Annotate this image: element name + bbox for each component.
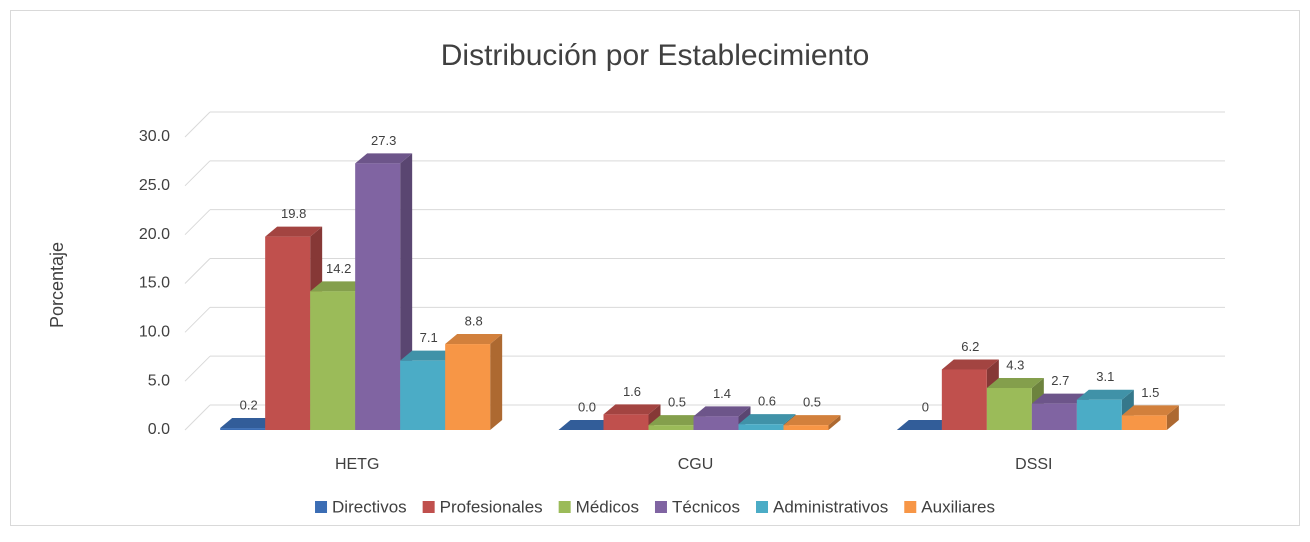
legend-label: Directivos [332,497,407,516]
bar-top [693,406,751,417]
bar-top [355,153,413,164]
y-tick-label: 5.0 [148,372,170,389]
legend-swatch [756,501,769,513]
data-label: 0.0 [578,399,596,414]
bar-side [1166,405,1179,430]
bar-top [648,415,706,426]
data-label: 1.4 [713,386,731,401]
bar [265,236,311,430]
legend-label: Auxiliares [921,497,995,516]
bar-top [1076,389,1134,400]
data-label: 0 [922,399,929,414]
data-label: 4.3 [1006,357,1024,372]
bar-top [986,378,1044,389]
chart-border [10,10,1300,526]
data-label: 0.2 [240,397,258,412]
bar [693,416,739,430]
data-label: 1.6 [623,384,641,399]
bar-top [265,226,323,237]
grid-line [184,160,211,187]
y-axis-label: Porcentaje [47,242,67,328]
x-tick-label: CGU [678,456,714,473]
legend-swatch [422,501,435,513]
y-tick-label: 25.0 [139,177,170,194]
bar [648,425,694,430]
grid-line [184,355,211,382]
y-tick-label: 20.0 [139,226,170,243]
bar-side [828,415,841,430]
x-tick-label: HETG [335,456,379,473]
legend-swatch [904,501,917,513]
bar-top [896,420,954,430]
data-label: 27.3 [371,133,396,148]
data-label: 0.5 [803,395,821,410]
bar [1031,403,1077,430]
legend: Directivos Profesionales Médicos Técnicos Ad… [315,497,995,516]
bar [310,291,356,430]
category-group [896,359,1179,430]
bar-top [941,359,999,370]
legend-swatch [558,501,571,513]
data-label: 2.7 [1051,373,1069,388]
data-label: 0.5 [668,395,686,410]
bar-top [738,414,796,425]
legend-label: Administrativos [773,497,888,516]
bar-top [1121,405,1179,416]
bar-top [558,420,616,430]
legend-label: Médicos [576,497,639,516]
grid-line [184,258,211,284]
x-tick-label: DSSI [1015,456,1052,473]
bar [986,388,1032,430]
bar [603,414,649,430]
grid-line [184,404,211,431]
y-tick-label: 0.0 [148,421,170,438]
legend-swatch [315,501,328,513]
bar [941,369,987,430]
y-tick-label: 30.0 [139,128,170,145]
data-label: 3.1 [1096,369,1114,384]
grid-line [184,209,211,236]
bar [738,424,784,430]
grid-line [184,306,211,333]
bar-side [490,334,503,430]
data-label: 6.2 [961,339,979,354]
category-group [220,153,503,430]
chart-title: Distribución por Establecimiento [441,39,870,72]
data-label: 8.8 [465,313,483,328]
data-label: 14.2 [326,261,351,276]
data-label: 19.8 [281,206,306,221]
bar [1121,415,1167,430]
bar-top [1031,393,1089,404]
bar [220,428,266,430]
legend-label: Profesionales [440,497,543,516]
bar-top [603,404,661,415]
bar [1076,399,1122,430]
bar [445,344,491,430]
bar-top [783,415,841,426]
bar [400,360,446,430]
bar-top [220,418,278,429]
category-group [558,404,841,430]
legend-swatch [654,501,667,513]
y-tick-label: 15.0 [139,275,170,292]
data-label: 7.1 [420,330,438,345]
y-tick-label: 10.0 [139,324,170,341]
bar [355,163,401,430]
data-label: 0.6 [758,394,776,409]
bar-top [310,281,368,292]
grid-line [184,111,211,138]
bar-top [400,350,458,361]
data-label: 1.5 [1141,385,1159,400]
legend-label: Técnicos [672,497,740,516]
bar [783,425,829,430]
bar-top [445,334,503,345]
